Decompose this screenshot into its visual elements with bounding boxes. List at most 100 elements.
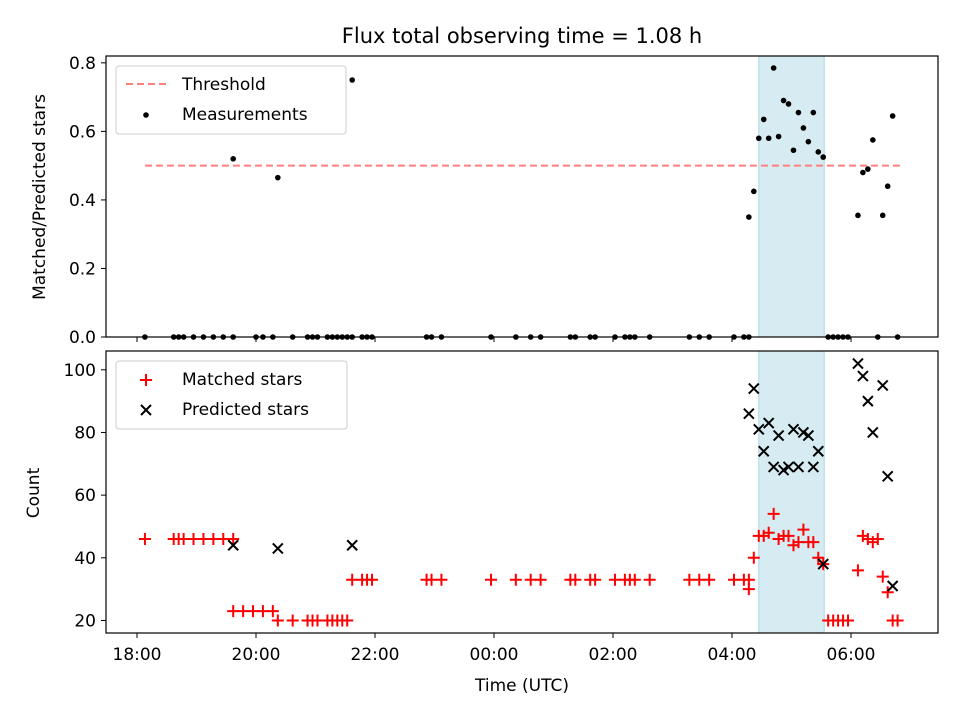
matched-star-point (366, 573, 379, 586)
x-tick-label: 18:00 (113, 645, 162, 665)
measurement-point (275, 174, 281, 181)
x-axis-label: Time (UTC) (474, 676, 569, 696)
y-tick-label: 0.0 (69, 328, 96, 348)
top-y-ticks: 0.0 0.2 0.4 0.6 0.8 (69, 54, 106, 348)
bottom-plot-marks (138, 357, 904, 627)
measurement-point (780, 97, 787, 104)
predicted-star-point (797, 426, 810, 439)
matched-star-point (589, 573, 602, 586)
matched-star-point (876, 570, 889, 583)
y-tick-label: 100 (64, 361, 96, 381)
measurement-point (879, 212, 886, 219)
predicted-star-point (867, 426, 879, 439)
predicted-star-point (758, 445, 770, 457)
chart-title: Flux total observing time = 1.08 h (342, 24, 702, 48)
measurement-point (805, 138, 812, 145)
matched-star-point (747, 551, 760, 564)
y-tick-label: 60 (74, 486, 96, 506)
matched-star-point (881, 586, 894, 599)
x-tick-label: 22:00 (351, 645, 400, 665)
measurement-point (751, 188, 757, 195)
highlight-span-top (758, 55, 825, 338)
measurement-point (785, 101, 792, 107)
predicted-star-point (777, 464, 790, 476)
matched-star-point (569, 573, 582, 586)
predicted-star-point (748, 382, 760, 395)
y-tick-label: 20 (74, 611, 96, 631)
matched-star-point (871, 533, 884, 545)
measurement-point (775, 133, 782, 140)
predicted-star-point (857, 370, 869, 382)
top-legend-box (115, 65, 347, 135)
legend-measurements-label: Measurements (182, 105, 308, 125)
predicted-star-point (812, 445, 824, 457)
measurement-point (770, 65, 777, 71)
measurement-point (855, 212, 861, 219)
top-y-axis-label: Matched/Predicted stars (30, 94, 50, 300)
matched-star-point (812, 551, 825, 564)
measurement-point (746, 214, 752, 220)
matched-star-point (509, 573, 522, 586)
predicted-star-point (227, 539, 239, 551)
measurement-point (860, 169, 866, 176)
y-tick-label: 40 (74, 549, 96, 569)
predicted-star-point (762, 417, 775, 429)
bottom-legend-box (115, 360, 348, 430)
legend-matched-swatch (140, 374, 152, 386)
predicted-star-point (787, 423, 800, 436)
predicted-star-point (743, 407, 755, 420)
matched-star-point (534, 573, 547, 586)
matched-star-point (703, 573, 716, 586)
x-tick-label: 20:00 (232, 645, 281, 665)
matched-star-point (485, 573, 498, 586)
y-tick-label: 0.4 (69, 191, 96, 211)
matched-star-point (807, 536, 820, 549)
x-tick-label: 00:00 (470, 645, 519, 665)
matched-star-point (643, 573, 656, 586)
predicted-star-point (807, 461, 820, 473)
predicted-star-point (852, 357, 864, 370)
predicted-star-point (881, 470, 894, 483)
matched-star-point (742, 583, 755, 596)
predicted-star-point (772, 429, 785, 442)
predicted-star-point (346, 539, 358, 551)
top-axes-frame (105, 55, 939, 338)
matched-star-point (271, 614, 284, 627)
bottom-legend: Matched stars Predicted stars (115, 360, 348, 430)
predicted-star-point (272, 542, 284, 555)
predicted-star-point (792, 461, 805, 473)
measurement-point (765, 135, 772, 142)
matched-star-point (628, 573, 641, 586)
measurement-point (884, 183, 891, 190)
x-tick-label: 06:00 (827, 645, 876, 665)
legend-predicted-swatch (140, 404, 152, 416)
matched-star-point (286, 614, 299, 627)
predicted-star-point (802, 429, 815, 442)
measurement-point (815, 149, 822, 155)
matched-star-point (138, 533, 151, 545)
measurement-point (820, 154, 827, 160)
measurement-point (790, 147, 797, 154)
predicted-star-point (877, 379, 889, 392)
legend-matched-label: Matched stars (182, 370, 302, 390)
measurement-point (865, 166, 871, 172)
matched-star-point (891, 614, 904, 627)
x-tick-label: 02:00 (589, 645, 638, 665)
bottom-y-ticks: 20 40 60 80 100 (64, 361, 106, 631)
measurement-point (760, 116, 767, 123)
measurement-point (755, 135, 762, 142)
y-tick-label: 0.6 (69, 122, 96, 142)
bottom-axes-frame (105, 350, 939, 634)
measurement-point (870, 137, 876, 143)
predicted-star-point (886, 580, 899, 592)
measurement-point (810, 109, 817, 116)
x-ticks: 18:00 20:00 22:00 00:00 02:00 04:00 06:00 (113, 337, 876, 665)
matched-star-point (266, 605, 279, 618)
matched-star-point (762, 526, 775, 539)
matched-star-point (782, 529, 795, 542)
matched-star-point (842, 614, 855, 627)
predicted-star-point (782, 461, 795, 473)
legend-measurements-swatch (143, 112, 149, 118)
measurement-point (349, 77, 355, 83)
